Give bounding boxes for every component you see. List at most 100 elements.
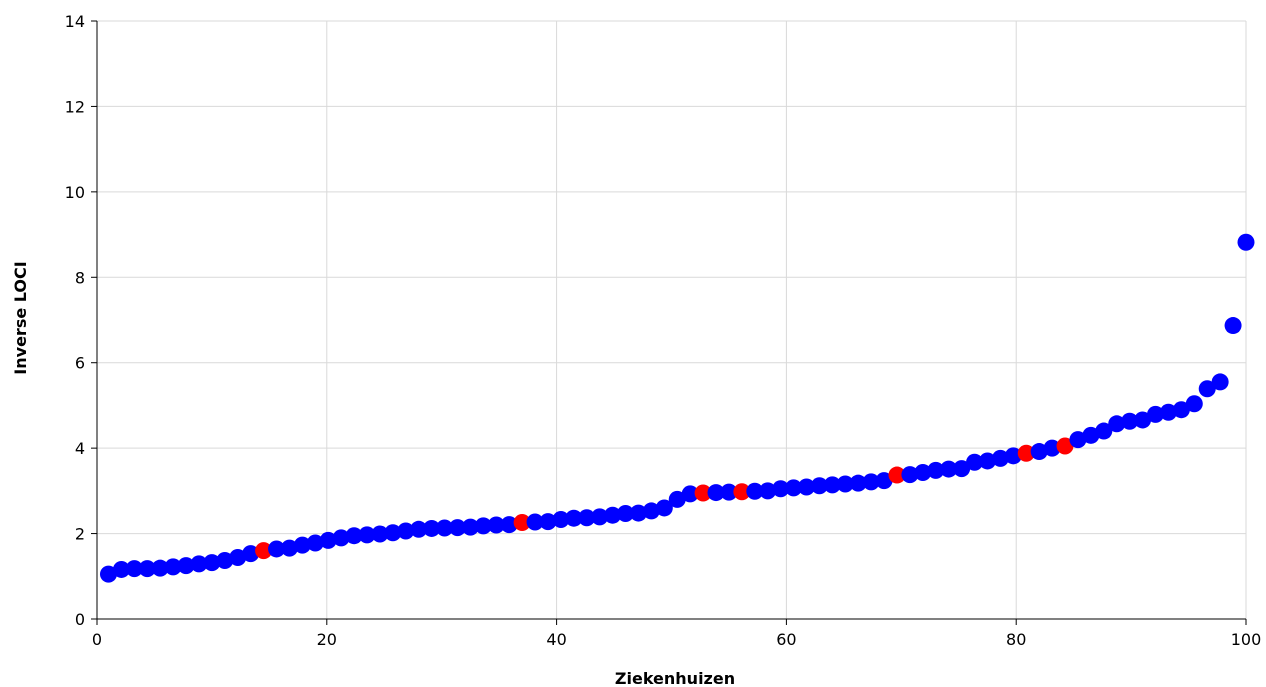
data-point xyxy=(526,513,544,531)
data-point xyxy=(629,504,647,522)
data-point xyxy=(190,555,208,573)
y-tick-label: 10 xyxy=(65,183,85,202)
data-point xyxy=(345,527,363,545)
data-point xyxy=(940,460,958,478)
data-point xyxy=(1069,431,1087,449)
data-point xyxy=(293,536,311,554)
x-tick-label: 0 xyxy=(92,630,102,649)
data-point xyxy=(617,504,635,522)
data-point xyxy=(1198,380,1216,398)
y-tick-label: 6 xyxy=(75,354,85,373)
data-point xyxy=(772,480,790,498)
data-point xyxy=(436,519,454,537)
y-tick-label: 14 xyxy=(65,12,85,31)
x-tick-label: 20 xyxy=(317,630,337,649)
data-point xyxy=(99,565,117,583)
data-point xyxy=(655,499,673,517)
data-point xyxy=(216,551,234,569)
data-point xyxy=(953,460,971,478)
data-point-highlighted xyxy=(255,542,273,560)
data-point xyxy=(1185,395,1203,413)
data-point-highlighted xyxy=(888,466,906,484)
data-point xyxy=(849,474,867,492)
data-points xyxy=(99,233,1255,583)
data-point xyxy=(966,453,984,471)
data-point xyxy=(242,545,260,563)
data-point xyxy=(332,529,350,547)
data-point xyxy=(1108,415,1126,433)
y-axis-title: Inverse LOCI xyxy=(11,261,30,374)
data-point xyxy=(384,524,402,542)
data-point xyxy=(410,520,428,538)
data-point xyxy=(229,548,247,566)
data-point xyxy=(1237,233,1255,251)
data-point xyxy=(978,452,996,470)
x-axis-title: Ziekenhuizen xyxy=(615,669,735,687)
y-tick-label: 0 xyxy=(75,610,85,629)
data-point xyxy=(487,516,505,534)
data-point xyxy=(306,534,324,552)
data-point xyxy=(461,518,479,536)
data-point xyxy=(901,466,919,484)
data-point xyxy=(836,475,854,493)
data-point xyxy=(1134,411,1152,429)
data-point xyxy=(642,502,660,520)
data-point xyxy=(319,531,337,549)
data-point xyxy=(423,519,441,537)
y-tick-label: 4 xyxy=(75,439,85,458)
x-tick-label: 60 xyxy=(776,630,796,649)
data-point xyxy=(448,519,466,537)
y-axis-tick-labels: 0 2 4 6 8 10 12 14 xyxy=(65,12,85,629)
data-point xyxy=(798,478,816,496)
data-point-highlighted xyxy=(513,513,531,531)
data-point xyxy=(1082,426,1100,444)
data-point xyxy=(1043,439,1061,457)
data-point xyxy=(591,508,609,526)
data-point xyxy=(1172,401,1190,419)
data-point xyxy=(1159,403,1177,421)
data-point-highlighted xyxy=(733,483,751,501)
data-point xyxy=(746,482,764,500)
data-point-highlighted xyxy=(1056,437,1074,455)
data-point xyxy=(268,540,286,558)
data-point-highlighted xyxy=(694,484,712,502)
y-tick-label: 2 xyxy=(75,525,85,544)
data-point xyxy=(927,461,945,479)
data-point xyxy=(720,483,738,501)
data-point xyxy=(707,484,725,502)
data-point xyxy=(785,479,803,497)
data-point xyxy=(681,485,699,503)
data-point xyxy=(164,558,182,576)
data-point xyxy=(810,477,828,495)
data-point xyxy=(1147,405,1165,423)
x-axis-tick-labels: 0 20 40 60 80 100 xyxy=(92,630,1261,649)
data-point-highlighted xyxy=(1017,444,1035,462)
data-point xyxy=(823,476,841,494)
y-tick-label: 12 xyxy=(65,97,85,116)
axes xyxy=(91,20,1247,625)
data-point xyxy=(539,513,557,531)
data-point xyxy=(474,517,492,535)
data-point xyxy=(875,472,893,490)
data-point xyxy=(1095,422,1113,440)
data-point xyxy=(112,560,130,578)
data-point xyxy=(138,560,156,578)
data-point xyxy=(604,506,622,524)
x-tick-label: 40 xyxy=(546,630,566,649)
y-tick-label: 8 xyxy=(75,268,85,287)
data-point xyxy=(991,449,1009,467)
data-point xyxy=(203,554,221,572)
data-point xyxy=(914,463,932,481)
data-point xyxy=(1030,443,1048,461)
data-point xyxy=(177,557,195,575)
data-point xyxy=(397,522,415,540)
data-point xyxy=(1004,447,1022,465)
data-point xyxy=(500,516,518,534)
data-point xyxy=(1121,412,1139,430)
data-point xyxy=(578,509,596,527)
data-point xyxy=(358,526,376,544)
data-point xyxy=(1211,373,1229,391)
data-point xyxy=(151,559,169,577)
data-point xyxy=(668,490,686,508)
